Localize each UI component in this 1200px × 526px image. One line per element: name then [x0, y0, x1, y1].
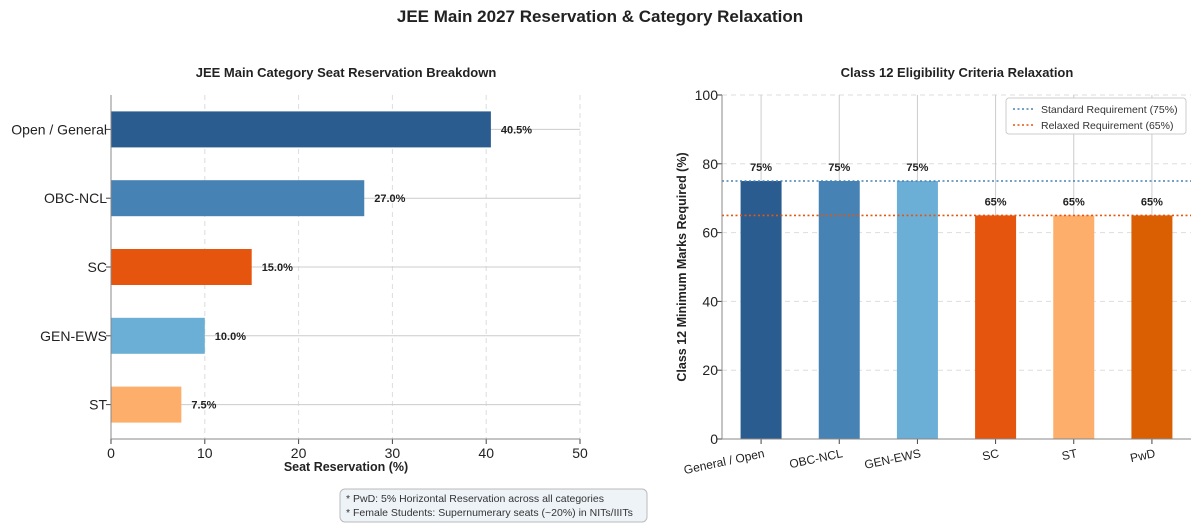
category-label: SC: [981, 446, 1001, 463]
bar: [111, 180, 365, 217]
bar-value-label: 75%: [750, 162, 772, 174]
left-axes: 0 10 20 30 40 50 Open / General OBC-NCL SC GEN-EW…: [11, 95, 588, 461]
category-label: OBC-NCL: [788, 446, 844, 471]
bar-value-label: 65%: [1141, 196, 1163, 208]
bar: [896, 181, 938, 439]
category-label: ST: [89, 397, 107, 413]
bar: [111, 317, 205, 354]
bar-value-label: 7.5%: [191, 400, 216, 412]
category-label: General / Open: [683, 446, 766, 477]
left-chart-title: JEE Main Category Seat Reservation Break…: [196, 65, 497, 80]
bar-value-label: 75%: [828, 162, 850, 174]
left-bars: 40.5% 27.0% 15.0% 10.0% 7.5%: [111, 111, 532, 423]
left-x-tick-label: 10: [197, 445, 213, 461]
footnote-background: [339, 488, 648, 523]
footnote-female: * Female Students: Supernumerary seats (…: [346, 507, 633, 519]
bar: [1053, 215, 1095, 439]
seat-reservation-chart: JEE Main Category Seat Reservation Break…: [11, 65, 588, 474]
category-label: GEN-EWS: [40, 328, 107, 344]
category-label: GEN-EWS: [863, 446, 922, 472]
bar: [111, 111, 491, 148]
category-label: SC: [88, 259, 107, 275]
legend-relaxed-label: Relaxed Requirement (65%): [1041, 120, 1173, 132]
legend-standard-label: Standard Requirement (75%): [1041, 104, 1178, 116]
left-x-tick-label: 0: [107, 445, 115, 461]
right-y-tick-label: 100: [695, 87, 719, 103]
right-y-tick-label: 40: [702, 293, 718, 309]
category-label: PwD: [1129, 446, 1157, 465]
right-y-tick-label: 0: [710, 431, 718, 447]
bar-value-label: 40.5%: [501, 124, 532, 136]
bar: [818, 181, 860, 439]
category-label: Open / General: [11, 121, 107, 137]
right-grid: [722, 94, 1191, 439]
right-bars: 75% 75% 75% 65% 65% 65%: [740, 162, 1173, 439]
bar-value-label: 15.0%: [262, 262, 293, 274]
right-y-tick-label: 20: [702, 362, 718, 378]
bar-value-label: 65%: [985, 196, 1007, 208]
right-chart-title: Class 12 Eligibility Criteria Relaxation: [841, 65, 1074, 80]
right-y-tick-label: 80: [702, 156, 718, 172]
bar-value-label: 27.0%: [374, 193, 405, 205]
bar: [111, 249, 252, 285]
right-y-tick-label: 60: [702, 225, 718, 241]
legend-box: [1005, 97, 1187, 135]
bar: [111, 386, 182, 423]
bar-value-label: 65%: [1063, 196, 1085, 208]
left-x-tick-label: 50: [572, 445, 588, 461]
bar-value-label: 75%: [906, 162, 928, 174]
left-x-tick-label: 30: [385, 445, 401, 461]
bar: [975, 215, 1017, 439]
bar: [740, 181, 782, 439]
category-label: ST: [1060, 446, 1079, 463]
bar: [1131, 215, 1173, 439]
right-y-axis-label: Class 12 Minimum Marks Required (%): [675, 152, 689, 381]
figure-title: JEE Main 2027 Reservation & Category Rel…: [397, 7, 803, 26]
footnote-box: * PwD: 5% Horizontal Reservation across …: [339, 488, 648, 523]
left-x-tick-label: 20: [291, 445, 307, 461]
bar-value-label: 10.0%: [215, 331, 246, 343]
reference-lines: [722, 180, 1191, 217]
left-x-tick-label: 40: [478, 445, 494, 461]
category-label: OBC-NCL: [44, 190, 107, 206]
footnote-pwd: * PwD: 5% Horizontal Reservation across …: [346, 493, 604, 505]
legend: Standard Requirement (75%) Relaxed Requi…: [1005, 97, 1187, 135]
left-x-axis-label: Seat Reservation (%): [284, 460, 408, 474]
eligibility-relaxation-chart: Class 12 Eligibility Criteria Relaxation…: [675, 65, 1191, 477]
